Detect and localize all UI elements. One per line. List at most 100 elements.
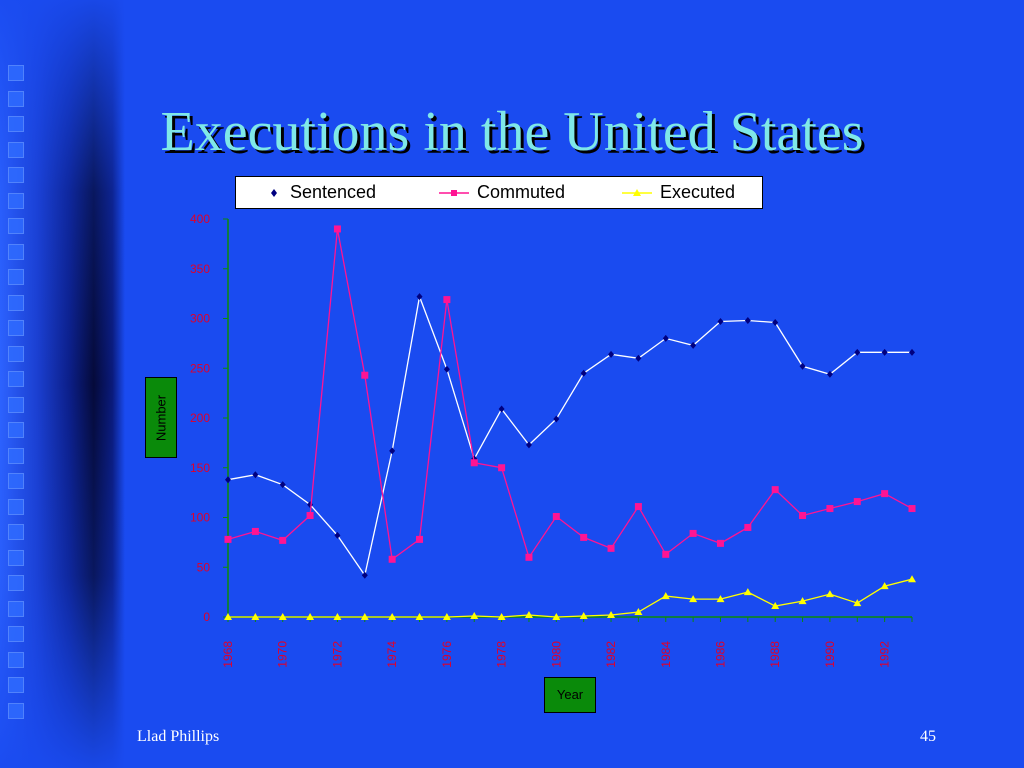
y-tick-label: 300: [190, 312, 210, 326]
executed-point: [224, 613, 232, 620]
executed-point: [442, 613, 451, 620]
sentenced-point: [854, 348, 861, 356]
decorative-square: [8, 575, 24, 591]
commuted-point: [580, 533, 588, 541]
executed-point: [743, 588, 752, 596]
decorative-square: [8, 549, 24, 566]
decorative-square: [8, 243, 24, 260]
sentenced-point: [662, 334, 669, 342]
executed-point: [579, 612, 588, 620]
executed-point: [880, 582, 889, 590]
executed-point: [278, 613, 287, 620]
legend-label-executed: Executed: [660, 182, 736, 202]
sentenced-point: [525, 441, 532, 449]
sentenced-series-line: [227, 294, 912, 577]
x-tick-label: 1992: [878, 641, 892, 668]
chart-legend: Sentenced Commuted Executed: [235, 176, 763, 209]
decorative-square: [8, 600, 24, 617]
sentenced-point: [334, 531, 341, 539]
commuted-point: [333, 225, 341, 233]
sentenced-point: [252, 471, 259, 479]
executed-point: [306, 613, 315, 620]
y-tick-label: 150: [190, 461, 210, 475]
y-tick-label: 50: [197, 560, 211, 574]
executed-point: [333, 613, 342, 620]
y-axis-label: Number: [153, 394, 169, 441]
decorative-square: [8, 702, 24, 719]
sentenced-point: [225, 476, 231, 484]
decorative-squares: [8, 65, 26, 725]
commuted-series-line: [227, 228, 913, 561]
commuted-point: [662, 550, 670, 558]
commuted-point: [799, 512, 807, 520]
executed-point: [552, 613, 561, 620]
sentenced-point: [279, 481, 286, 489]
y-tick-label: 400: [190, 212, 210, 226]
commuted-point: [908, 505, 916, 513]
x-tick-label: 1968: [221, 641, 235, 668]
x-tick-label: 1972: [330, 641, 344, 668]
y-axis-label-box: Number: [145, 377, 177, 458]
sentenced-point: [744, 316, 751, 324]
commuted-point: [607, 544, 615, 552]
x-tick-label: 1970: [276, 641, 290, 668]
x-tick-label: 1978: [495, 641, 509, 668]
decorative-square: [8, 677, 24, 693]
decorative-square: [8, 167, 24, 183]
commuted-point: [498, 464, 506, 472]
executed-point: [497, 613, 506, 620]
executed-point: [798, 597, 807, 605]
executed-point: [661, 592, 670, 600]
commuted-point: [470, 459, 478, 467]
decorative-square: [8, 90, 24, 107]
x-tick-label: 1988: [768, 641, 782, 668]
executed-point: [771, 602, 780, 610]
footer-author: Llad Phillips: [137, 728, 220, 745]
y-tick-label: 350: [190, 262, 210, 276]
x-axis-label: Year: [556, 687, 584, 702]
commuted-point: [388, 555, 396, 563]
commuted-point: [716, 539, 724, 547]
commuted-marker-icon: [439, 189, 469, 196]
commuted-point: [306, 512, 314, 520]
legend-label-commuted: Commuted: [477, 182, 566, 202]
sentenced-point: [635, 354, 642, 362]
x-tick-label: 1990: [823, 641, 837, 668]
executed-point: [388, 613, 397, 620]
executed-point: [524, 611, 533, 619]
legend-item-executed: Executed: [622, 182, 735, 203]
executed-point: [689, 595, 698, 603]
executed-point: [825, 590, 834, 598]
commuted-point: [689, 529, 697, 537]
x-tick-label: 1982: [604, 641, 618, 668]
commuted-point: [224, 535, 232, 543]
y-tick-label: 200: [190, 411, 210, 425]
page-number: 45: [920, 728, 936, 745]
decorative-square: [8, 626, 24, 642]
x-tick-label: 1986: [713, 641, 727, 668]
decorative-square: [8, 396, 24, 413]
executed-point: [251, 613, 260, 620]
commuted-point: [881, 490, 889, 498]
sentenced-point: [498, 405, 505, 413]
executed-point: [908, 575, 916, 583]
commuted-point: [634, 503, 642, 511]
executed-point: [716, 595, 725, 603]
sentenced-point: [826, 370, 833, 378]
sentenced-point: [690, 341, 697, 349]
x-tick-label: 1980: [549, 641, 563, 668]
decorative-square: [8, 524, 24, 540]
executed-point: [415, 613, 424, 620]
sentenced-point: [772, 318, 779, 326]
decorative-square: [8, 192, 24, 209]
x-tick-label: 1984: [659, 641, 673, 668]
commuted-point: [853, 498, 861, 506]
commuted-point: [826, 505, 834, 513]
commuted-point: [744, 523, 752, 531]
sentenced-point: [416, 293, 423, 301]
decorative-square: [8, 371, 24, 387]
y-tick-label: 100: [190, 511, 210, 525]
commuted-point: [416, 535, 424, 543]
legend-item-sentenced: Sentenced: [266, 182, 376, 203]
